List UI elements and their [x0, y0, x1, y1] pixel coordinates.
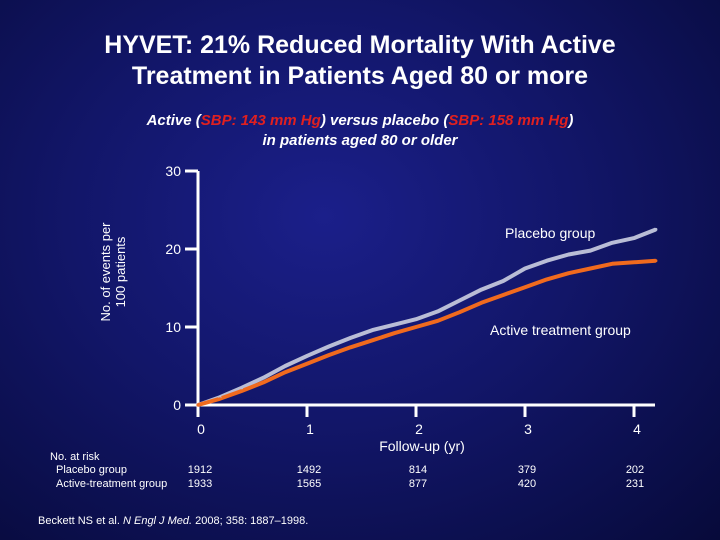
at-risk-placebo-4: 202: [625, 464, 645, 476]
citation: Beckett NS et al. N Engl J Med. 2008; 35…: [38, 515, 308, 527]
placebo-data-point: [458, 298, 462, 303]
at-risk-placebo-2: 814: [408, 464, 428, 476]
active-data-point: [501, 293, 505, 297]
at-risk-active-0: 1933: [187, 478, 213, 490]
x-tick-label: 2: [415, 421, 423, 437]
active-data-point: [632, 260, 636, 264]
series-points: [196, 227, 658, 407]
at-risk-active-1: 1565: [296, 478, 322, 490]
subtitle-line-1: Active (SBP: 143 mm Hg) versus placebo (…: [0, 111, 720, 131]
subtitle-line-2: in patients aged 80 or older: [262, 132, 458, 149]
active-data-point: [588, 266, 593, 271]
placebo-data-point: [567, 252, 571, 257]
y-tick-label: 10: [165, 319, 181, 335]
y-tick-label: 0: [173, 397, 181, 413]
citation-details: 2008; 358: 1887–1998.: [192, 515, 309, 527]
citation-authors: Beckett NS et al.: [38, 515, 123, 527]
active-data-point: [305, 362, 309, 366]
x-tick-label: 0: [197, 421, 205, 437]
at-risk-placebo-3: 379: [517, 464, 537, 476]
active-data-point: [218, 397, 222, 401]
placebo-sbp: SBP: 158 mm Hg: [448, 112, 569, 129]
active-series-label: Active treatment group: [490, 322, 631, 338]
placebo-data-point: [305, 354, 309, 358]
at-risk-placebo-0: 1912: [187, 464, 213, 476]
title-line-1: HYVET: 21% Reduced Mortality With Active: [104, 31, 616, 59]
subtitle-text-1: Active (: [146, 112, 201, 129]
at-risk-heading: No. at risk: [50, 451, 100, 463]
placebo-data-point: [436, 309, 440, 313]
placebo-data-point: [610, 241, 614, 245]
title-line-2: Treatment in Patients Aged 80 or more: [131, 62, 589, 90]
at-risk-active-label: Active-treatment group: [56, 478, 168, 490]
placebo-data-point: [261, 376, 265, 380]
placebo-data-point: [370, 328, 374, 332]
placebo-data-point: [327, 344, 331, 349]
active-data-point: [545, 277, 549, 281]
placebo-data-point: [349, 336, 353, 340]
at-risk-active-2: 877: [408, 478, 428, 490]
at-risk-active-4: 231: [625, 478, 645, 490]
placebo-data-point: [240, 386, 244, 390]
at-risk-active-3: 420: [517, 478, 537, 490]
slide-title: HYVET: 21% Reduced Mortality With Active…: [0, 30, 720, 92]
subtitle-text-3: ): [568, 112, 574, 129]
active-data-point: [370, 338, 374, 342]
placebo-data-point: [501, 279, 505, 283]
placebo-data-point: [523, 266, 527, 271]
placebo-data-point: [632, 236, 636, 240]
active-data-point: [567, 271, 571, 275]
active-data-point: [436, 319, 440, 323]
active-data-point: [458, 310, 462, 314]
active-data-point: [240, 389, 244, 393]
subtitle-text-2: ) versus placebo (: [320, 112, 449, 129]
y-tick-label: 20: [165, 241, 181, 257]
x-tick-label: 3: [524, 421, 532, 437]
placebo-data-point: [283, 364, 287, 368]
placebo-data-point: [588, 249, 593, 253]
slide-subtitle: Active (SBP: 143 mm Hg) versus placebo (…: [0, 111, 720, 151]
active-data-point: [610, 262, 614, 266]
active-data-point: [654, 259, 658, 263]
active-data-point: [392, 331, 396, 335]
active-data-point: [349, 345, 353, 349]
placebo-series-line: [197, 227, 657, 407]
active-data-point: [196, 403, 200, 407]
active-data-point: [261, 380, 265, 384]
active-data-point: [327, 353, 331, 357]
placebo-data-point: [392, 323, 396, 327]
placebo-series-label: Placebo group: [505, 225, 596, 241]
at-risk-placebo-label: Placebo group: [56, 464, 127, 476]
placebo-data-point: [545, 259, 549, 263]
placebo-data-point: [414, 317, 418, 321]
active-data-point: [283, 370, 287, 374]
placebo-data-point: [654, 227, 658, 232]
x-axis-label: Follow-up (yr): [379, 438, 465, 454]
placebo-data-point: [479, 288, 483, 292]
x-tick-label: 4: [633, 421, 641, 437]
active-data-point: [414, 325, 418, 329]
active-data-point: [523, 285, 527, 289]
active-data-point: [479, 301, 483, 305]
y-tick-label: 30: [165, 163, 181, 179]
axis-ticks: 0 10 20 30 0 1 2 3 4: [165, 163, 641, 437]
at-risk-placebo-1: 1492: [296, 464, 322, 476]
active-series-line: [197, 258, 656, 407]
active-sbp: SBP: 143 mm Hg: [200, 112, 321, 129]
citation-journal: N Engl J Med.: [122, 515, 193, 527]
x-tick-label: 1: [306, 421, 314, 437]
